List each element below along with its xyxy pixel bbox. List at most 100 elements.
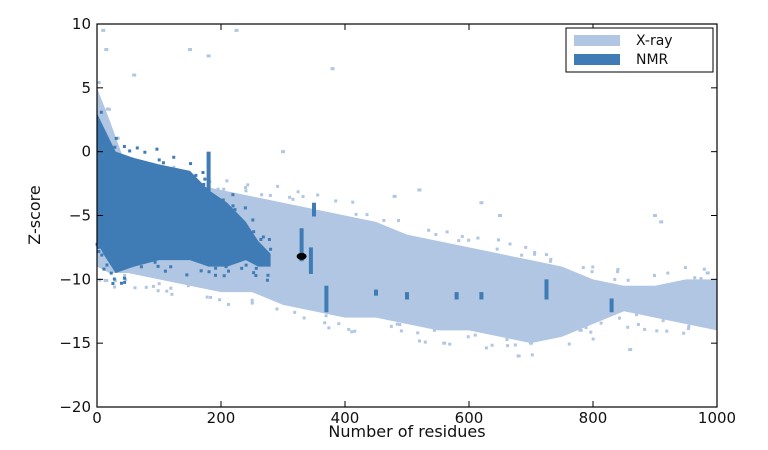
series-nmr-point: [122, 144, 126, 148]
series-x-ray-point: [113, 285, 117, 289]
series-nmr-point: [252, 271, 256, 275]
series-nmr-point: [102, 267, 106, 271]
series-x-ray-point: [165, 289, 169, 293]
series-x-ray-outlier: [392, 194, 397, 198]
series-x-ray-point: [250, 301, 254, 305]
series-nmr-point: [201, 171, 205, 175]
series-nmr-point: [135, 146, 139, 150]
series-x-ray-point: [533, 252, 537, 256]
series-x-ray-point: [246, 183, 250, 187]
series-nmr-point: [214, 266, 218, 270]
series-x-ray-point: [353, 329, 357, 333]
series-x-ray-point: [347, 327, 351, 331]
series-x-ray-point: [686, 327, 690, 331]
series-x-ray-point: [103, 278, 107, 282]
series-x-ray-point: [186, 284, 190, 288]
series-x-ray-point: [530, 353, 534, 357]
series-x-ray-point: [495, 247, 499, 251]
series-x-ray-point: [216, 187, 220, 191]
series-x-ray-outlier: [498, 214, 502, 217]
series-x-ray-point: [276, 184, 280, 188]
series-x-ray-outlier: [479, 201, 484, 205]
plot-area: [95, 28, 717, 358]
series-nmr-spike: [544, 279, 549, 300]
series-x-ray-point: [365, 213, 369, 217]
legend-label-nmr: NMR: [636, 52, 669, 68]
series-x-ray-point: [683, 266, 687, 270]
series-nmr-point: [251, 218, 255, 222]
series-x-ray-point: [473, 333, 477, 337]
axis-ticks: 0 200 400 600 800 1000 −20 −15 −10 −5 0 5 10: [59, 15, 736, 427]
series-x-ray-point: [324, 314, 328, 318]
series-x-ray-point: [334, 199, 338, 203]
series-x-ray-point: [661, 319, 665, 323]
x-tick-label: 400: [331, 409, 360, 427]
series-x-ray-point: [506, 344, 510, 348]
series-nmr-point: [222, 274, 226, 278]
series-x-ray-point: [105, 279, 109, 283]
series-nmr-spike: [609, 298, 614, 313]
series-x-ray-point: [460, 234, 464, 238]
x-tick-label: 600: [455, 409, 484, 427]
series-x-ray-point: [616, 270, 620, 274]
x-tick-label: 1000: [698, 409, 736, 427]
y-tick-label: −20: [59, 398, 91, 416]
series-x-ray-point: [626, 278, 630, 282]
series-nmr-point: [153, 260, 157, 264]
series-nmr-point: [172, 155, 176, 159]
series-nmr-point: [99, 110, 103, 114]
series-x-ray-point: [399, 329, 403, 333]
series-nmr-point: [97, 250, 101, 254]
series-x-ray-point: [699, 277, 703, 281]
series-nmr-point: [231, 204, 235, 208]
series-x-ray-point: [209, 295, 213, 299]
series-nmr-spike: [150, 202, 155, 230]
series-x-ray-point: [260, 193, 264, 197]
y-tick-label: −5: [69, 207, 91, 225]
series-x-ray-outlier: [628, 348, 633, 352]
series-nmr-point: [114, 136, 118, 140]
series-x-ray-point: [702, 267, 706, 271]
series-x-ray-point: [490, 343, 494, 347]
series-x-ray-point: [591, 265, 595, 269]
series-nmr-point: [254, 266, 258, 270]
series-x-ray-point: [227, 302, 231, 306]
series-x-ray-point: [337, 322, 341, 326]
series-nmr-point: [105, 263, 109, 267]
y-tick-label: −15: [59, 334, 91, 352]
series-x-ray-point: [548, 259, 552, 263]
series-x-ray-point: [544, 253, 548, 257]
series-x-ray-point: [613, 277, 617, 281]
series-x-ray-point: [549, 257, 553, 261]
series-nmr-point: [252, 230, 256, 234]
legend: X-ray NMR: [565, 27, 714, 73]
series-x-ray-point: [170, 292, 174, 296]
series-nmr-point: [163, 269, 167, 273]
series-x-ray-point: [584, 326, 588, 330]
series-x-ray-outlier: [653, 214, 657, 217]
series-x-ray-point: [693, 276, 697, 280]
series-x-ray-point: [316, 193, 320, 197]
series-x-ray-point: [293, 310, 297, 314]
series-x-ray-point: [617, 316, 621, 320]
series-x-ray-point: [476, 236, 480, 240]
series-nmr-point: [207, 270, 211, 274]
y-tick-label: 0: [81, 143, 91, 161]
series-x-ray-point: [655, 329, 659, 333]
series-x-ray-point: [418, 339, 422, 343]
series-x-ray-point: [513, 343, 517, 347]
series-x-ray-point: [157, 282, 161, 286]
series-nmr-point: [231, 193, 235, 197]
series-x-ray-point: [445, 230, 449, 234]
series-nmr-point: [224, 265, 228, 269]
series-x-ray-point: [665, 329, 669, 333]
highlighted-structure-point: [296, 252, 307, 260]
series-nmr-point: [240, 266, 244, 270]
series-nmr-point: [261, 235, 265, 239]
series-nmr-point: [123, 280, 127, 284]
series-x-ray-point: [484, 346, 488, 350]
series-x-ray-point: [591, 337, 595, 341]
series-x-ray-point: [169, 286, 173, 290]
series-x-ray-point: [626, 325, 630, 329]
